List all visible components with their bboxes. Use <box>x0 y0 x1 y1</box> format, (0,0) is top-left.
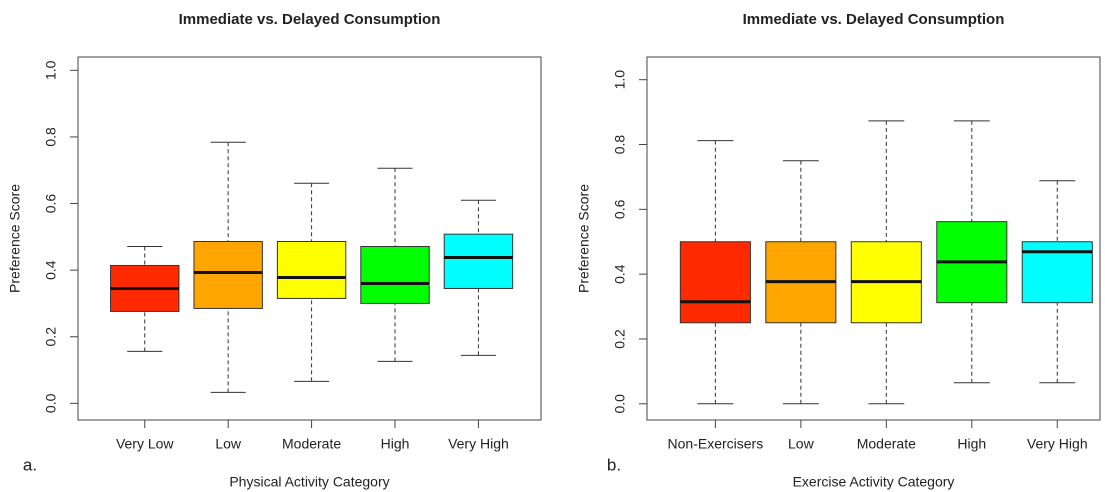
x-tick-label: High <box>381 436 410 452</box>
x-tick-label: Moderate <box>282 436 341 452</box>
y-tick-label: 0.6 <box>612 199 628 219</box>
y-tick-label: 0.8 <box>43 127 59 147</box>
x-tick-label: Low <box>215 436 242 452</box>
y-tick-label: 0.2 <box>612 329 628 349</box>
y-axis-title: Preference Score <box>576 184 592 293</box>
x-tick-label: Very High <box>1027 436 1088 452</box>
y-tick-label: 0.0 <box>43 393 59 413</box>
box <box>443 233 514 289</box>
x-tick-label: Very High <box>448 436 509 452</box>
panel-label: a. <box>23 455 37 474</box>
x-tick-label: Moderate <box>857 436 916 452</box>
chart-title: Immediate vs. Delayed Consumption <box>179 11 441 28</box>
y-axis-title: Preference Score <box>7 184 23 293</box>
y-tick-label: 0.0 <box>612 394 628 414</box>
x-axis-title: Physical Activity Category <box>229 474 389 490</box>
y-tick-label: 0.6 <box>43 194 59 214</box>
y-tick-label: 0.2 <box>43 327 59 347</box>
panel-label: b. <box>607 455 621 474</box>
y-tick-label: 1.0 <box>612 70 628 90</box>
plot-frame <box>646 56 1101 421</box>
y-tick-label: 0.4 <box>612 264 628 284</box>
y-tick-label: 0.4 <box>43 260 59 280</box>
plot-frame <box>77 56 542 421</box>
box <box>360 245 430 304</box>
y-tick-label: 0.8 <box>612 135 628 155</box>
x-tick-label: Low <box>788 436 815 452</box>
box <box>193 240 263 309</box>
x-tick-label: Non-Exercisers <box>668 436 764 452</box>
y-tick-label: 1.0 <box>43 60 59 80</box>
box <box>276 240 347 299</box>
chart-title: Immediate vs. Delayed Consumption <box>743 11 1005 28</box>
x-tick-label: High <box>957 436 986 452</box>
x-tick-label: Very Low <box>116 436 174 452</box>
box <box>679 241 751 324</box>
x-axis-title: Exercise Activity Category <box>793 474 955 490</box>
